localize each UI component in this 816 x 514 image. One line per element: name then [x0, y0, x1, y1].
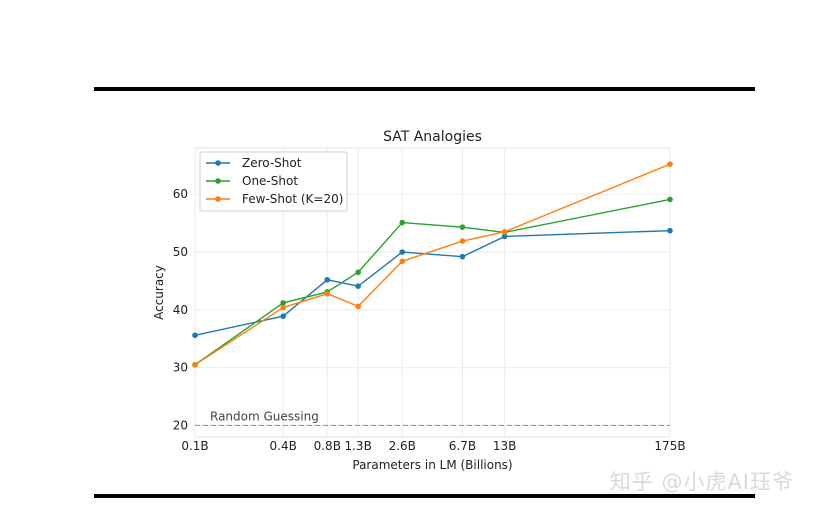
y-tick-label: 40	[173, 303, 188, 317]
x-tick-label: 2.6B	[389, 439, 416, 453]
legend-label: Few-Shot (K=20)	[242, 192, 343, 206]
data-point-zero-shot	[280, 313, 286, 319]
data-point-zero-shot	[667, 227, 673, 234]
data-point-few-shot-k-20	[280, 304, 286, 311]
bottom-rule	[94, 494, 755, 498]
x-tick-label: 13B	[493, 439, 517, 453]
x-tick-label: 6.7B	[449, 439, 476, 453]
data-point-few-shot-k-20	[667, 161, 673, 167]
watermark: 知乎 @小虎AI珏爷	[609, 470, 794, 494]
data-point-zero-shot	[355, 283, 361, 289]
data-point-few-shot-k-20	[324, 290, 331, 297]
data-point-one-shot	[667, 196, 673, 203]
top-rule	[94, 87, 755, 91]
data-point-one-shot	[399, 219, 406, 226]
chart-title: SAT Analogies	[383, 129, 482, 145]
legend-label: One-Shot	[242, 174, 298, 188]
data-point-few-shot-k-20	[501, 229, 508, 235]
y-axis-label: Accuracy	[152, 265, 166, 320]
data-point-one-shot	[280, 300, 286, 306]
series-line-zero-shot	[194, 229, 671, 336]
legend-swatch-marker	[215, 178, 221, 184]
series-line-one-shot	[194, 198, 671, 366]
y-tick-label: 20	[173, 418, 188, 432]
data-point-few-shot-k-20	[399, 258, 406, 265]
x-tick-label: 0.8B	[314, 439, 341, 453]
data-point-few-shot-k-20	[192, 361, 198, 368]
series-line-few-shot-k-20	[194, 163, 671, 366]
x-axis-label: Parameters in LM (Billions)	[352, 458, 512, 472]
x-tick-label: 0.1B	[181, 439, 208, 453]
y-tick-label: 50	[173, 245, 188, 259]
x-tick-label: 1.3B	[344, 439, 371, 453]
legend-label: Zero-Shot	[242, 156, 302, 170]
legend-swatch-marker	[215, 196, 221, 202]
legend-box	[199, 151, 348, 212]
data-point-zero-shot	[192, 332, 198, 339]
data-point-few-shot-k-20	[459, 238, 466, 244]
x-tick-label: 0.4B	[270, 439, 297, 453]
data-point-zero-shot	[501, 233, 508, 240]
legend-swatch-marker	[215, 160, 221, 166]
y-tick-label: 30	[173, 361, 188, 375]
data-point-one-shot	[459, 224, 466, 230]
data-point-few-shot-k-20	[355, 303, 361, 310]
x-tick-label: 175B	[654, 439, 685, 453]
data-point-one-shot	[355, 269, 361, 276]
data-point-zero-shot	[324, 276, 331, 283]
data-point-zero-shot	[399, 249, 406, 255]
y-tick-label: 60	[173, 187, 188, 201]
data-point-zero-shot	[459, 253, 466, 260]
baseline-label: Random Guessing	[210, 409, 319, 423]
